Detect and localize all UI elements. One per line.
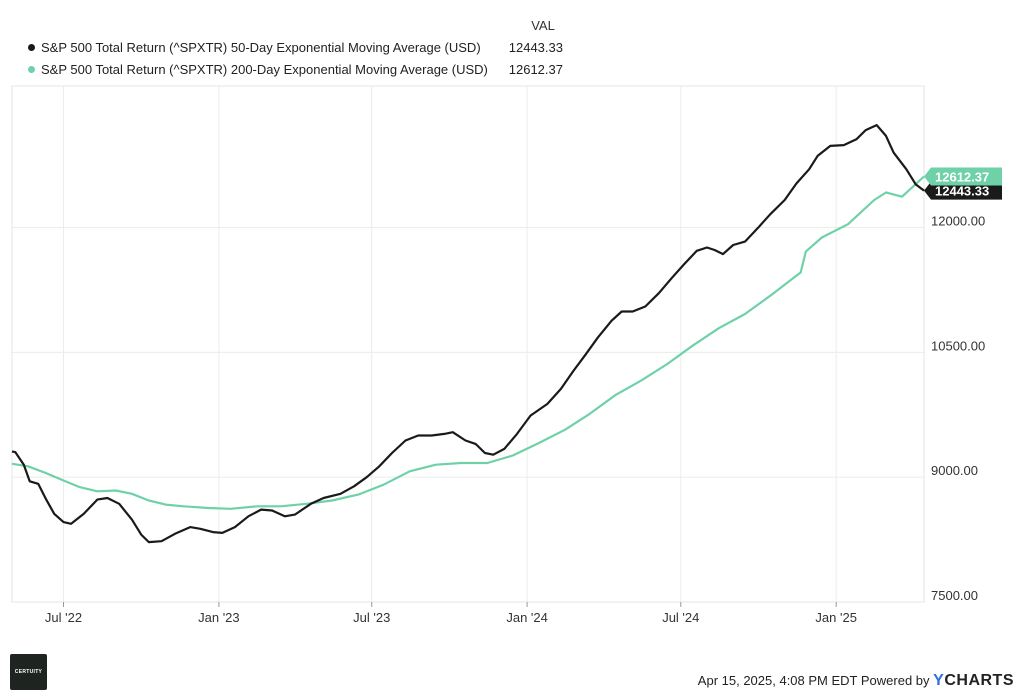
footer-timestamp: Apr 15, 2025, 4:08 PM EDT Powered by — [697, 673, 930, 688]
footer: Apr 15, 2025, 4:08 PM EDT Powered by YCH… — [698, 672, 1014, 690]
y-tick-label: 7500.00 — [931, 588, 978, 603]
legend-marker-200day — [28, 66, 35, 74]
legend-marker-50day — [28, 44, 35, 52]
logo-text: CERTUITY — [14, 669, 43, 675]
legend-item-50day[interactable]: S&P 500 Total Return (^SPXTR) 50-Day Exp… — [28, 40, 563, 58]
legend-value-200day: 12612.37 — [508, 62, 563, 77]
grid-lines — [11, 85, 925, 603]
end-label-50day: 12443.33 — [924, 181, 1002, 200]
end-label-text: 12443.33 — [935, 184, 989, 199]
x-tick-label: Jan '23 — [198, 610, 240, 625]
x-tick-label: Jul '23 — [353, 610, 390, 625]
legend-value-50day: 12443.33 — [508, 40, 563, 55]
end-label-tag — [924, 167, 1002, 186]
company-logo: CERTUITY — [10, 654, 47, 690]
x-axis: Jul '22 Jan '23 Jul '23 Jan '24 Jul '24 Jan '… — [45, 602, 857, 625]
ycharts-logo-y: Y — [933, 672, 945, 689]
y-axis: 7500.00 9000.00 10500.00 12000.00 — [931, 213, 985, 603]
series-line-200day — [11, 175, 925, 510]
legend-label-50day: S&P 500 Total Return (^SPXTR) 50-Day Exp… — [41, 40, 481, 55]
x-tick-label: Jul '24 — [662, 610, 699, 625]
x-tick-label: Jul '22 — [45, 610, 82, 625]
x-tick-label: Jan '24 — [506, 610, 548, 625]
plot-area — [11, 85, 925, 603]
y-tick-label: 10500.00 — [931, 338, 985, 353]
end-label-tag — [924, 181, 1002, 200]
end-label-text: 12612.37 — [935, 170, 989, 185]
end-label-200day: 12612.37 — [924, 167, 1002, 186]
y-tick-label: 9000.00 — [931, 463, 978, 478]
legend-label-200day: S&P 500 Total Return (^SPXTR) 200-Day Ex… — [41, 62, 488, 77]
legend-value-header: VAL — [531, 18, 555, 33]
y-tick-label: 12000.00 — [931, 213, 985, 228]
x-tick-label: Jan '25 — [815, 610, 857, 625]
series-lines — [11, 124, 925, 544]
ycharts-logo[interactable]: YCHARTS — [933, 672, 1014, 689]
ycharts-logo-text: CHARTS — [944, 672, 1014, 689]
legend-item-200day[interactable]: S&P 500 Total Return (^SPXTR) 200-Day Ex… — [28, 62, 563, 80]
series-line-50day — [11, 124, 925, 544]
